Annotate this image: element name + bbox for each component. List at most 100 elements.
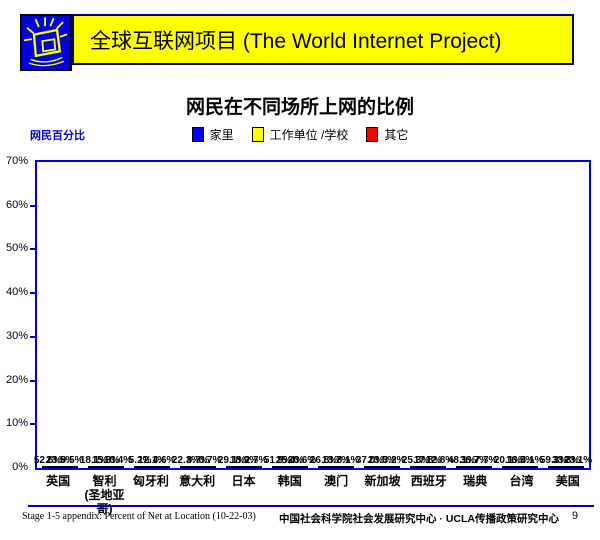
legend-swatch-icon xyxy=(191,127,204,142)
bar-group: 37.0% 23.5% 3.2% xyxy=(356,162,406,468)
y-tick-mark xyxy=(30,204,36,207)
category-label: 意大利 xyxy=(179,474,216,488)
y-tick-label: 10% xyxy=(5,417,28,430)
category-label: 瑞典 xyxy=(463,474,488,488)
bar-group: 20.1% 16.5% 4.1% xyxy=(494,162,543,468)
bar-value-label: 12.8% xyxy=(425,455,455,466)
category-label: 新加坡 xyxy=(364,474,401,488)
y-tick-mark xyxy=(30,423,36,426)
bar-group: 26.8% 13.7% 8.1% xyxy=(310,162,359,468)
y-tick-label: 20% xyxy=(5,373,28,386)
bar-group: 18.1% 15.3% 10.4% xyxy=(80,162,132,468)
bar: 48.1% xyxy=(448,455,476,468)
y-tick-label: 50% xyxy=(5,242,28,255)
bar-value-label: 23.5% xyxy=(45,455,75,466)
y-tick-mark xyxy=(30,292,36,295)
bar-value-label: 5.2% xyxy=(128,455,152,466)
bar-group: 5.2% 12.1% 4.6% xyxy=(129,162,175,468)
bar-value-label: 4.6% xyxy=(152,455,176,466)
bar: 4.1% xyxy=(521,455,543,468)
category-label: 日本 xyxy=(231,474,256,488)
bar-group: 22.3% 8.7% 0.7% xyxy=(172,162,221,468)
bar-value-label: 8.7% xyxy=(186,455,210,466)
bar-value-label: 20.6% xyxy=(287,455,317,466)
bar-value-label: 20.1% xyxy=(493,455,523,466)
bar: 22.3% xyxy=(172,455,200,468)
bar: 5.2% xyxy=(129,455,151,468)
bar: 37.0% xyxy=(356,455,384,468)
bar: 13.7% xyxy=(322,455,350,468)
bar-value-label: 3.2% xyxy=(382,455,406,466)
y-tick-label: 40% xyxy=(5,286,28,299)
bar: 0.7% xyxy=(199,455,221,468)
y-tick-mark xyxy=(30,379,36,382)
bar: 18.1% xyxy=(80,455,108,468)
bar-group: 59.3% 33.3% 23.1% xyxy=(540,162,593,468)
chart-title: 网民在不同场所上网的比例 xyxy=(185,97,414,118)
legend-swatch-icon xyxy=(366,127,379,142)
y-axis-title: 网民百分比 xyxy=(30,130,85,142)
legend-label: 家里 xyxy=(209,128,234,142)
bar-value-label: 9.5% xyxy=(60,455,84,466)
bar: 25.3% xyxy=(402,455,430,468)
bar: 15.3% xyxy=(92,455,120,468)
bar-value-label: 18.1% xyxy=(79,455,109,466)
header-bar: 全球互联网项目 (The World Internet Project) xyxy=(72,14,574,65)
legend-swatch-icon xyxy=(251,127,264,142)
bar-group: 25.3% 17.8% 12.8% xyxy=(402,162,454,468)
bar-value-label: 4.1% xyxy=(520,455,544,466)
bar-value-label: 26.8% xyxy=(309,455,339,466)
bar: 51.9% xyxy=(264,455,292,468)
legend: 家里 工作单位 /学校 其它 xyxy=(0,126,600,143)
legend-item: 家里 xyxy=(191,126,234,143)
bar: 20.6% xyxy=(288,455,316,468)
bar-value-label: 15.3% xyxy=(91,455,121,466)
bar: 12.1% xyxy=(138,455,166,468)
category-label: 英国 xyxy=(46,474,71,488)
bar: 18.9% xyxy=(230,455,258,468)
category-label: 匈牙利 xyxy=(132,474,169,488)
plot-area: 0% 10% 20% 30% 40% 50% 60% 70% 52.6% 23.5% 9.5% 18.… xyxy=(6,155,593,473)
y-tick-label: 30% xyxy=(5,329,28,342)
bar-group: 48.1% 36.7% 7.7% xyxy=(448,162,497,468)
bar: 26.8% xyxy=(310,455,338,468)
bar: 59.3% xyxy=(540,455,568,468)
bar-value-label: 18.9% xyxy=(229,455,259,466)
bar: 4.6% xyxy=(153,455,175,468)
bar-value-label: 25.3% xyxy=(401,455,431,466)
bar-value-label: 36.7% xyxy=(459,455,489,466)
bar: 9.5% xyxy=(61,455,83,468)
bar-value-label: 22.3% xyxy=(171,455,201,466)
footer-source-note: Stage 1-5 appendix: Percent of Net at Lo… xyxy=(22,511,256,522)
bar-value-label: 13.7% xyxy=(321,455,351,466)
bar-value-label: 25.4% xyxy=(275,455,305,466)
x-axis-labels: 英国 智利 (圣地亚哥) 匈牙利 意大利 日本 韩国 澳门 新加坡 西班牙 瑞典 台湾 美国 xyxy=(35,474,591,516)
bar: 7.7% xyxy=(475,455,497,468)
category-label: 台湾 xyxy=(509,474,534,488)
bar: 23.5% xyxy=(368,455,396,468)
bar: 8.1% xyxy=(337,455,359,468)
bar-value-label: 51.9% xyxy=(263,455,293,466)
bar: 20.1% xyxy=(494,455,522,468)
y-tick-label: 70% xyxy=(5,155,28,167)
category-label: 西班牙 xyxy=(410,474,447,488)
legend-label: 其它 xyxy=(384,128,409,142)
bar-group: 52.6% 23.5% 9.5% xyxy=(33,162,83,468)
bar-value-label: 23.1% xyxy=(563,455,593,466)
bar: 10.4% xyxy=(104,455,132,468)
y-tick-label: 60% xyxy=(5,198,28,211)
bar-value-label: 52.6% xyxy=(33,455,63,466)
bar: 29.1% xyxy=(218,455,246,468)
y-tick-mark xyxy=(30,248,36,251)
category-label: 美国 xyxy=(555,474,580,488)
y-tick-label: 0% xyxy=(12,461,28,473)
bar-value-label: 17.8% xyxy=(413,455,443,466)
category-label: 澳门 xyxy=(324,474,349,488)
bar: 2.7% xyxy=(245,455,267,468)
bar: 8.7% xyxy=(187,455,209,468)
y-tick-mark xyxy=(30,335,36,338)
bar-value-label: 33.3% xyxy=(551,455,581,466)
bar: 16.5% xyxy=(506,455,534,468)
bar: 12.8% xyxy=(426,455,454,468)
